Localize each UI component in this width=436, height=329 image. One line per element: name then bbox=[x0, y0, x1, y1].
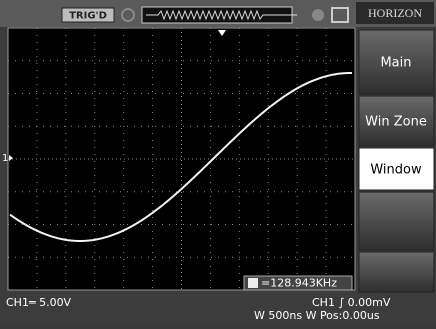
menu-button bbox=[358, 251, 435, 293]
menu-button bbox=[358, 95, 435, 147]
frequency-box bbox=[243, 275, 353, 291]
frequency: =128.943KHz bbox=[261, 277, 337, 290]
menu-label: Main bbox=[380, 56, 411, 71]
channel-marker: 1 bbox=[2, 153, 8, 164]
channel-arrow bbox=[9, 155, 13, 161]
memory-wave bbox=[146, 9, 297, 21]
icon bbox=[121, 8, 135, 22]
timebase: W 500ns W Pos:0.00us bbox=[254, 309, 380, 322]
menu-button bbox=[358, 29, 435, 95]
menu-button bbox=[358, 147, 435, 191]
trigger-status-box bbox=[61, 7, 115, 23]
menu-label: Window bbox=[370, 163, 422, 178]
icon bbox=[331, 7, 349, 23]
trigger-level: CH1 ∫ 0.00mV bbox=[312, 296, 391, 309]
waveform bbox=[9, 72, 352, 242]
menu: Main Win Zone Window bbox=[358, 29, 435, 293]
trigger-status: TRIG'D bbox=[69, 11, 107, 22]
counter-icon bbox=[248, 278, 258, 288]
icon bbox=[312, 9, 324, 21]
ch1-scale: CH1═ 5.00V bbox=[6, 296, 72, 309]
menu-title: HORIZON bbox=[368, 6, 422, 20]
menu-label: Win Zone bbox=[365, 115, 427, 130]
trigger-position-marker bbox=[218, 30, 226, 36]
graticule bbox=[7, 27, 356, 291]
menu-title-box bbox=[356, 2, 434, 24]
menu-button bbox=[358, 191, 435, 251]
